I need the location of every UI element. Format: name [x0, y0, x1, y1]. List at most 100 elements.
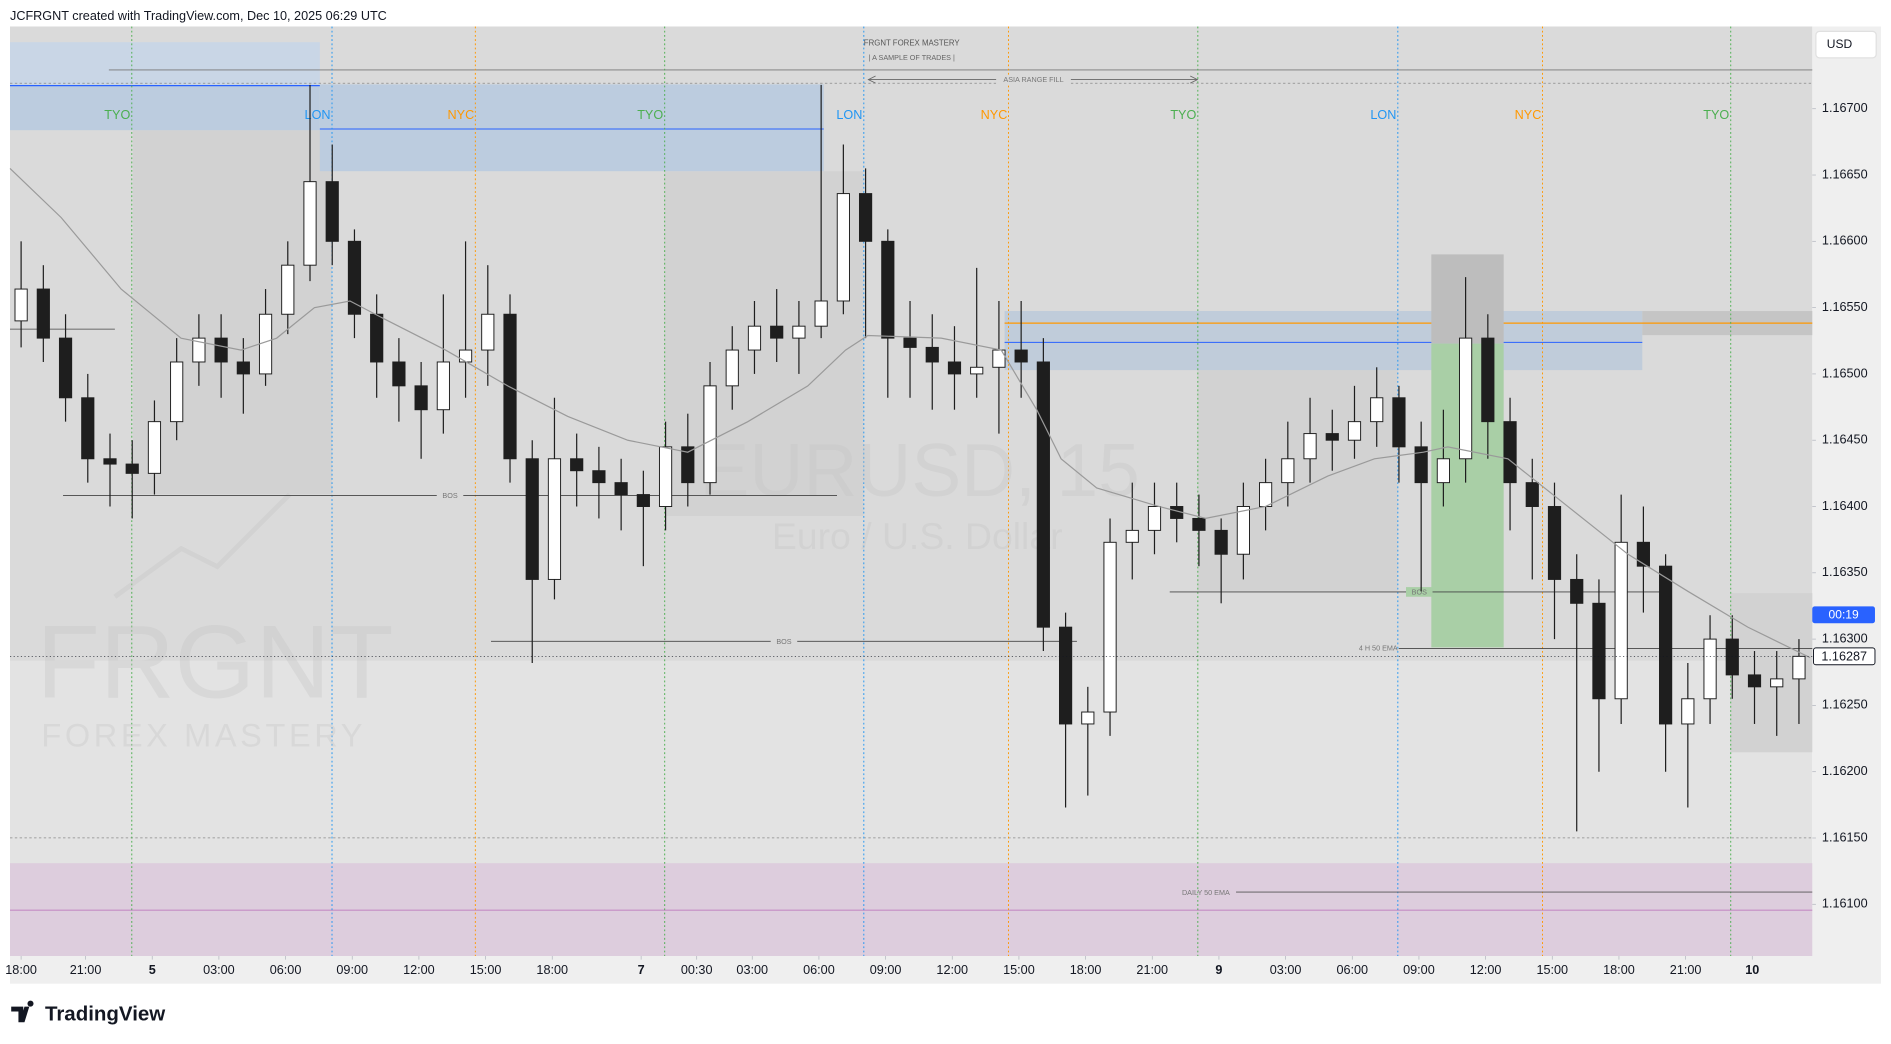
candle-body [1392, 397, 1406, 448]
y-tick-label: 1.16150 [1822, 830, 1868, 844]
bos-label: BOS [1412, 587, 1427, 596]
candle-body [1259, 482, 1273, 507]
candle-body [1436, 458, 1450, 484]
x-tick-label: 06:00 [1336, 963, 1368, 977]
drawings: FRGNT FOREX MASTERY | A SAMPLE OF TRADES… [9, 38, 1813, 897]
price-axis-background [1812, 26, 1882, 956]
candle-body [370, 313, 384, 363]
candle-body [281, 264, 295, 315]
x-tick-label: 03:00 [1270, 963, 1302, 977]
candle-body [547, 458, 562, 580]
candle-body [192, 337, 206, 363]
candle-body [1081, 711, 1095, 725]
description-watermark: Euro / U.S. Dollar [772, 515, 1063, 557]
candle-body [1125, 529, 1139, 543]
session-label: LON [305, 108, 331, 122]
x-tick-label: 09:00 [1403, 963, 1435, 977]
supply-zone [319, 84, 824, 172]
x-tick-label: 03:00 [203, 963, 235, 977]
candle-body [814, 300, 828, 327]
candle-body [1770, 678, 1784, 688]
entry-zone [1004, 311, 1643, 371]
candle-body [81, 397, 95, 460]
candle-body [636, 494, 650, 507]
session-label: TYO [1703, 108, 1729, 122]
x-tick-label: 15:00 [1003, 963, 1035, 977]
y-tick-label: 1.16350 [1822, 565, 1868, 579]
candle-body [258, 313, 273, 375]
candle-body [570, 458, 584, 472]
footer-brand: TradingView [45, 1002, 165, 1025]
candle-body [1414, 446, 1428, 484]
y-tick-label: 1.16700 [1822, 101, 1868, 115]
y-tick-label: 1.16600 [1822, 234, 1868, 248]
range-box [132, 130, 332, 495]
supply-zone [9, 42, 320, 86]
annotation-subtitle: | A SAMPLE OF TRADES | [869, 53, 955, 62]
y-tick-label: 1.16100 [1822, 897, 1868, 911]
candle-body [347, 240, 362, 315]
x-tick-label: 5 [149, 963, 156, 977]
candle-body [903, 337, 917, 348]
candle-body [881, 240, 895, 339]
label-background [770, 636, 798, 647]
x-tick-label: 09:00 [336, 963, 368, 977]
y-tick-label: 1.16200 [1822, 764, 1868, 778]
x-tick-label: 9 [1215, 963, 1222, 977]
candle-body [14, 288, 28, 322]
last-price-label: 1.16287 [1821, 649, 1867, 663]
currency-label: USD [1827, 37, 1853, 51]
candle-body [1347, 421, 1362, 441]
session-label: NYC [981, 108, 1008, 122]
currency-button[interactable] [1815, 30, 1877, 59]
zones [9, 42, 1813, 956]
x-tick-label: 18:00 [1070, 963, 1102, 977]
y-tick-label: 1.16450 [1822, 433, 1868, 447]
x-tick-label: 7 [638, 963, 645, 977]
candle-body [703, 385, 717, 484]
candles [9, 84, 1811, 832]
candle-body [1681, 698, 1695, 725]
arrow-head [1190, 75, 1199, 84]
candle-body [1192, 517, 1206, 531]
session-label: LON [1370, 108, 1396, 122]
y-tick-label: 1.16650 [1822, 167, 1868, 181]
candle-body [1058, 626, 1073, 725]
range-box [1197, 361, 1398, 591]
last-price-tag [1813, 647, 1876, 666]
x-tick-label: 15:00 [1536, 963, 1568, 977]
range-fill-label: ASIA RANGE FILL [1003, 75, 1063, 84]
x-tick-label: 06:00 [270, 963, 302, 977]
tv-logo [11, 1000, 34, 1023]
candle-body [1547, 506, 1562, 580]
x-tick-label: 18:00 [5, 963, 37, 977]
candle-body [1725, 638, 1739, 676]
x-tick-label: 06:00 [803, 963, 835, 977]
candle-body [1570, 578, 1584, 604]
candle-body [436, 361, 450, 411]
x-tick-label: 15:00 [470, 963, 502, 977]
candle-body [1747, 674, 1762, 688]
label-background [436, 490, 464, 501]
candle-body [1103, 541, 1117, 713]
candle-body [236, 361, 250, 375]
candle-body [1592, 602, 1606, 700]
label-background [1406, 587, 1433, 597]
candle-body [925, 346, 939, 363]
x-tick-label: 10 [1745, 963, 1759, 977]
session-label: TYO [637, 108, 663, 122]
brand-watermark: FRGNT [37, 604, 394, 720]
candle-body [1503, 421, 1517, 484]
candle-body [1792, 655, 1806, 680]
candle-body [325, 181, 339, 242]
footer: TradingView [11, 1000, 165, 1025]
candle-body [36, 288, 50, 339]
ema-line [9, 167, 1811, 659]
stop-zone [1431, 254, 1504, 344]
session-label: NYC [1515, 108, 1542, 122]
ema-daily-label: DAILY 50 EMA [1182, 888, 1230, 897]
candle-body [658, 446, 673, 507]
candle-body [1036, 361, 1050, 628]
candle-body [125, 463, 139, 474]
